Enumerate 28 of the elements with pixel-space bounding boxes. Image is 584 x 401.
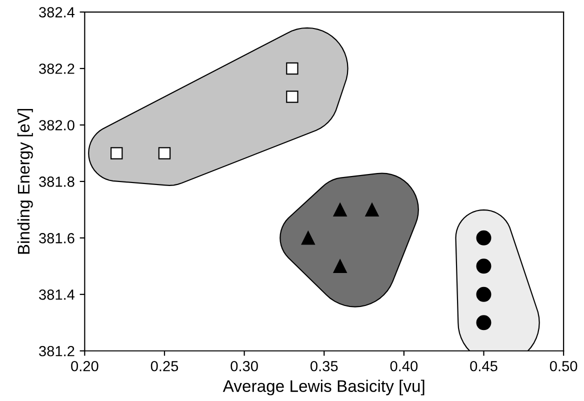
point	[476, 230, 492, 246]
point	[333, 259, 347, 273]
point	[476, 315, 492, 330]
point	[365, 202, 379, 216]
point	[476, 258, 492, 274]
x-tick-label: 0.25	[150, 360, 178, 372]
y-axis-title: Binding Energy [eV]	[17, 108, 33, 254]
x-tick-label: 0.20	[71, 360, 98, 372]
x-tick-label: 0.50	[550, 360, 578, 372]
y-tick-label: 381.8	[39, 176, 74, 187]
point	[110, 147, 123, 160]
point	[158, 147, 171, 160]
point	[333, 202, 347, 216]
x-axis-title: Average Lewis Basicity [vu]	[222, 380, 424, 396]
x-tick-label: 0.30	[230, 360, 258, 372]
y-tick-label: 381.4	[39, 290, 75, 300]
point	[476, 286, 492, 302]
y-tick-label: 382.2	[39, 64, 74, 74]
x-tick-label: 0.35	[310, 360, 338, 372]
x-tick-label: 0.45	[470, 360, 498, 372]
y-tick-label: 381.6	[39, 233, 74, 244]
point	[286, 62, 298, 75]
x-tick-label: 0.40	[390, 360, 418, 372]
point	[286, 90, 298, 103]
y-tick-label: 382.0	[39, 120, 74, 130]
y-tick-label: 382.4	[39, 7, 75, 18]
y-tick-label: 381.2	[39, 346, 74, 356]
point	[301, 231, 315, 245]
